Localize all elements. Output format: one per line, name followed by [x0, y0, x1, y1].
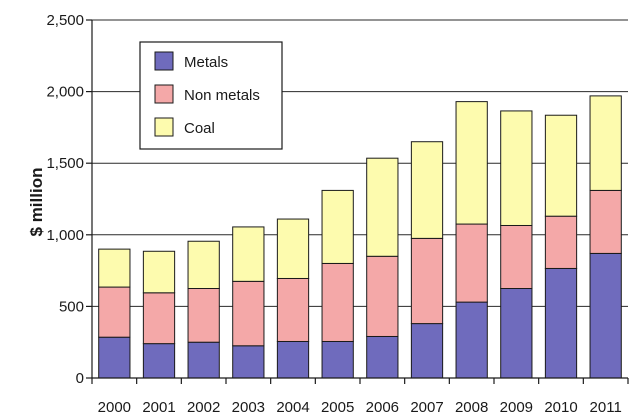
bar-non-metals-2010 [544, 215, 578, 269]
y-tick-labels: 0 500 1,000 1,500 2,000 2,500 [46, 12, 92, 387]
bar-coal-2007 [410, 141, 444, 239]
bar-non-metals-2005 [321, 262, 354, 342]
bar-metals-2002 [187, 341, 220, 379]
legend-label-metals: Metals [184, 54, 228, 71]
bar-coal-2006 [366, 157, 399, 257]
bar-coal-2009 [500, 110, 533, 226]
bar-non-metals-2011 [589, 189, 622, 254]
legend-swatch-metals [154, 51, 174, 71]
x-tick-labels: 2000 2001 2002 2003 2004 2005 2006 2007 2008 2009… [91, 378, 629, 416]
y-tick-label: 1,500 [46, 155, 84, 172]
bar-metals-2001 [142, 343, 176, 379]
bar-coal-2011 [589, 95, 622, 191]
y-tick-label: 500 [59, 298, 84, 315]
y-tick-label: 2,000 [46, 84, 84, 101]
bar-coal-2001 [142, 250, 176, 294]
y-tick-label: 1,000 [46, 227, 84, 244]
y-axis-label: $ million [27, 168, 46, 237]
y-tick-label: 0 [76, 370, 84, 387]
bar-metals-2009 [500, 288, 533, 379]
x-tick-label: 2008 [455, 399, 488, 416]
x-tick-label: 2009 [500, 399, 533, 416]
legend-label-coal: Coal [184, 120, 215, 137]
bar-non-metals-2003 [232, 280, 265, 347]
bar-metals-2008 [455, 301, 488, 379]
bar-metals-2000 [98, 336, 131, 379]
bar-non-metals-2009 [500, 224, 533, 290]
bar-coal-2010 [544, 114, 578, 217]
bar-coal-2004 [276, 218, 310, 279]
x-tick-label: 2005 [321, 399, 354, 416]
bar-non-metals-2006 [366, 255, 399, 337]
x-tick-label: 2006 [366, 399, 399, 416]
bar-coal-2008 [455, 101, 488, 225]
bar-non-metals-2007 [410, 237, 444, 325]
x-tick-label: 2011 [590, 399, 622, 416]
y-tick-label: 2,500 [46, 12, 84, 29]
bar-coal-2002 [187, 240, 220, 290]
bar-metals-2004 [276, 340, 310, 379]
bar-metals-2003 [232, 345, 265, 379]
legend: Metals Non metals Coal [139, 41, 283, 150]
bar-coal-2005 [321, 189, 354, 264]
bar-coal-2003 [232, 226, 265, 282]
legend-label-non-metals: Non metals [184, 87, 260, 104]
bar-non-metals-2000 [98, 286, 131, 338]
legend-swatch-non-metals [154, 84, 174, 104]
x-tick-label: 2003 [232, 399, 265, 416]
bar-metals-2007 [410, 323, 444, 379]
legend-swatch-coal [154, 117, 174, 137]
x-tick-label: 2000 [98, 399, 131, 416]
bar-non-metals-2008 [455, 223, 488, 303]
x-tick-label: 2001 [142, 399, 175, 416]
x-tick-label: 2002 [187, 399, 220, 416]
x-tick-label: 2007 [410, 399, 443, 416]
bars [98, 95, 622, 379]
bar-non-metals-2001 [142, 292, 176, 345]
x-tick-label: 2004 [276, 399, 309, 416]
bar-metals-2011 [589, 252, 622, 379]
bar-metals-2010 [544, 267, 578, 379]
bar-non-metals-2002 [187, 288, 220, 343]
bar-metals-2006 [366, 335, 399, 379]
x-tick-label: 2010 [544, 399, 577, 416]
bar-coal-2000 [98, 248, 131, 288]
bar-non-metals-2004 [276, 277, 310, 342]
bar-metals-2005 [321, 340, 354, 379]
